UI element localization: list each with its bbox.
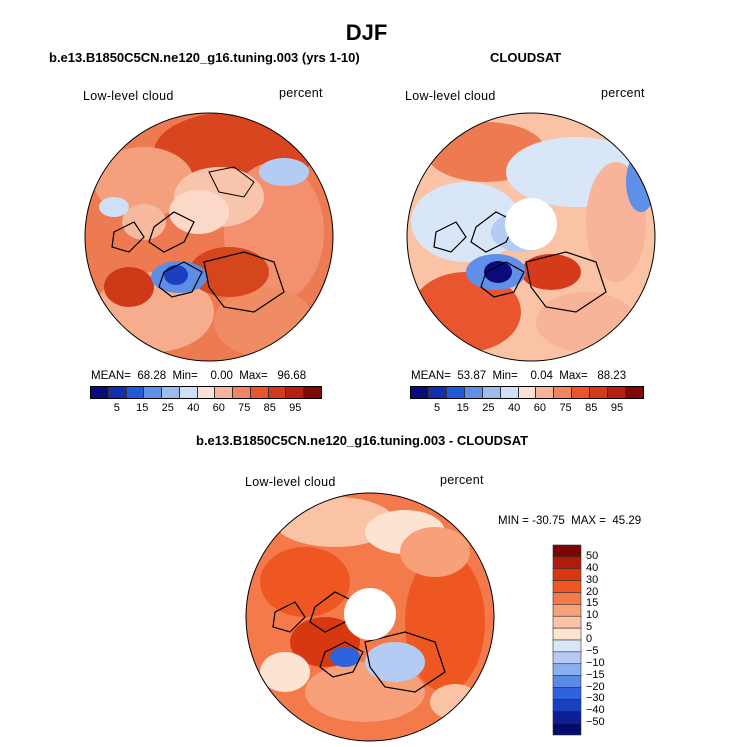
colorbar-tick-label: 75 [559,402,572,414]
colorbar-swatch [552,615,582,629]
colorbar-tick-label: 15 [136,402,149,414]
colorbar-tick-label: 60 [212,402,225,414]
colorbar-tick-label: 85 [263,402,276,414]
colorbar-tick-label: 95 [610,402,624,414]
colorbar-swatch [608,387,627,398]
panel2-colorbar-ticks: 5 15 25 40 60 75 85 95 [410,402,642,416]
colorbar-swatch [144,387,163,398]
colorbar-swatch [304,387,321,398]
panel2-pole-hole [505,198,557,250]
colorbar-swatch [552,663,582,676]
colorbar-swatch [233,387,251,398]
colorbar-swatch [552,604,582,617]
colorbar-tick-label: −20 [586,680,605,693]
panel1-units-label: percent [279,86,323,100]
colorbar-swatch [572,387,591,398]
panel2-variable-label: Low-level cloud [405,89,496,103]
colorbar-swatch [91,387,109,398]
colorbar-tick-label: −40 [586,704,605,717]
panel2-polar-map [406,112,656,362]
colorbar-swatch [552,556,582,570]
colorbar-tick-label: 40 [508,402,521,414]
colorbar-swatch [162,387,180,398]
colorbar-swatch [126,387,145,398]
colorbar-swatch [197,387,216,398]
colorbar-tick-label: 40 [187,402,200,414]
colorbar-swatch [552,627,582,641]
panel1-polar-map [84,112,334,362]
colorbar-swatch [590,387,609,398]
panel2-colorbar [410,386,644,399]
colorbar-swatch [552,675,582,688]
figure-title: DJF [345,20,388,45]
colorbar-swatch [552,639,582,653]
colorbar-swatch [108,387,127,398]
colorbar-tick-label: 15 [456,402,469,414]
colorbar-tick-label: 5 [586,621,593,634]
colorbar-tick-label: 30 [586,573,599,586]
colorbar-swatch [428,387,447,398]
colorbar-tick-label: −50 [586,716,605,729]
panel3-variable-label: Low-level cloud [245,475,336,489]
panel1-title: b.e13.B1850C5CN.ne120_g16.tuning.003 (yr… [49,50,360,65]
panel1-variable-label: Low-level cloud [83,89,174,103]
colorbar-swatch [536,387,555,398]
panel1-colorbar [90,386,322,399]
colorbar-swatch [554,387,573,398]
colorbar-swatch [482,387,501,398]
colorbar-swatch [552,710,582,724]
colorbar-tick-label: 85 [585,402,598,414]
panel1-colorbar-ticks: 5 15 25 40 60 75 85 95 [90,402,320,416]
panel1-stats: MEAN= 68.28 Min= 0.00 Max= 96.68 [91,370,307,382]
colorbar-tick-label: 75 [238,402,251,414]
panel3-pole-hole [344,588,396,640]
colorbar-tick-label: 40 [586,561,599,574]
colorbar-tick-label: 15 [586,597,599,610]
colorbar-swatch [552,699,582,712]
colorbar-swatch [552,568,582,581]
colorbar-tick-label: 5 [113,402,120,414]
colorbar-swatch [179,387,198,398]
panel3-title: b.e13.B1850C5CN.ne120_g16.tuning.003 - C… [196,433,529,448]
colorbar-swatch [552,544,582,558]
colorbar-tick-label: −15 [586,668,605,681]
panel3-colorbar-ticks: 50 40 30 20 15 10 5 0 −5 −10 −15 −20 −30 −40 −50 [586,545,626,735]
colorbar-swatch [215,387,234,398]
colorbar-tick-label: 60 [533,402,546,414]
panel3-units-label: percent [440,473,484,487]
colorbar-tick-label: 10 [586,609,599,622]
panel3-colorbar [552,544,582,736]
colorbar-swatch [518,387,537,398]
panel3-stats: MIN = -30.75 MAX = 45.29 [498,515,642,527]
panel3-polar-map [245,492,495,742]
colorbar-tick-label: 0 [586,633,593,645]
colorbar-swatch [500,387,519,398]
colorbar-swatch [464,387,483,398]
colorbar-swatch [411,387,429,398]
colorbar-swatch [552,722,582,736]
colorbar-tick-label: 95 [289,402,302,414]
colorbar-swatch [552,651,582,665]
colorbar-swatch [552,592,582,605]
colorbar-swatch [250,387,269,398]
colorbar-swatch [268,387,287,398]
colorbar-tick-label: 5 [433,402,441,414]
colorbar-swatch [446,387,465,398]
colorbar-swatch [286,387,305,398]
colorbar-tick-label: −30 [586,692,605,705]
colorbar-tick-label: −10 [586,656,605,669]
colorbar-tick-label: −5 [586,644,599,657]
colorbar-tick-label: 50 [586,549,599,562]
colorbar-swatch [552,687,582,700]
colorbar-tick-label: 25 [161,402,174,414]
colorbar-tick-label: 25 [482,402,495,414]
colorbar-tick-label: 20 [586,585,599,598]
panel2-units-label: percent [601,86,645,100]
panel2-stats: MEAN= 53.87 Min= 0.04 Max= 88.23 [411,370,627,382]
panel2-title: CLOUDSAT [490,50,562,65]
colorbar-swatch [552,580,582,593]
colorbar-swatch [626,387,643,398]
